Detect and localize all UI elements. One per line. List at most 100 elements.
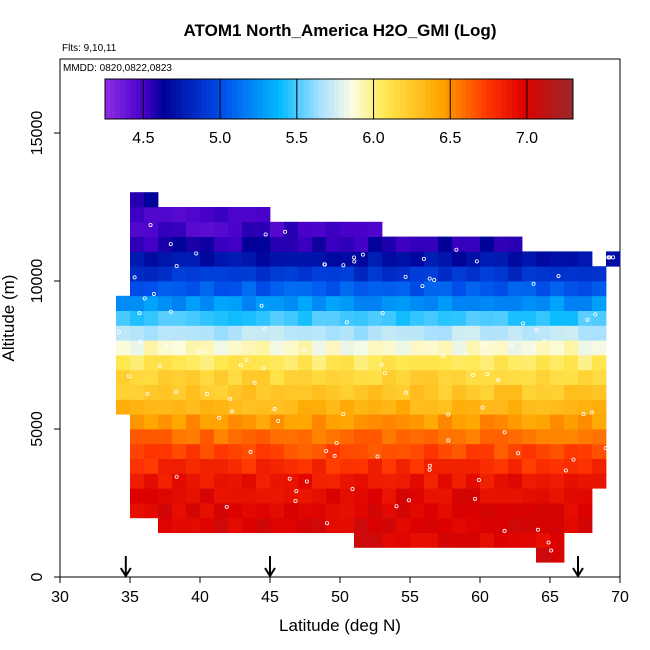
heatmap-cell bbox=[242, 236, 257, 252]
heatmap-cell bbox=[242, 399, 257, 415]
observation-marker bbox=[322, 262, 327, 267]
heatmap-cell bbox=[270, 325, 285, 341]
heatmap-cell bbox=[284, 399, 299, 415]
observation-marker bbox=[470, 373, 475, 378]
heatmap-cell bbox=[172, 473, 187, 489]
heatmap-cell bbox=[522, 517, 537, 533]
heatmap-cell bbox=[228, 517, 243, 533]
observation-marker bbox=[556, 274, 561, 279]
heatmap-cell bbox=[382, 295, 397, 311]
heatmap-cell bbox=[396, 266, 411, 282]
observation-marker bbox=[496, 377, 501, 382]
heatmap-cell bbox=[172, 488, 187, 504]
heatmap-cell bbox=[312, 251, 327, 267]
heatmap-cell bbox=[312, 310, 327, 326]
colorbar-segment bbox=[293, 79, 299, 119]
heatmap-cell bbox=[424, 355, 439, 371]
heatmap-cell bbox=[592, 458, 607, 474]
heatmap-cell bbox=[592, 384, 607, 400]
heatmap-cell bbox=[354, 532, 369, 548]
heatmap-cell bbox=[270, 488, 285, 504]
heatmap-cell bbox=[368, 340, 383, 356]
observation-marker bbox=[252, 380, 257, 385]
heatmap-cell bbox=[284, 473, 299, 489]
heatmap-cell bbox=[326, 295, 341, 311]
colorbar-segment bbox=[476, 79, 482, 119]
heatmap-cell bbox=[508, 384, 523, 400]
heatmap-cell bbox=[354, 384, 369, 400]
heatmap-cell bbox=[536, 281, 551, 297]
heatmap-cell bbox=[256, 369, 271, 385]
heatmap-cell bbox=[466, 325, 481, 341]
colorbar-segment bbox=[486, 79, 493, 119]
observation-marker bbox=[593, 312, 598, 317]
observation-marker bbox=[142, 296, 147, 301]
heatmap-cell bbox=[186, 443, 201, 459]
heatmap-cell bbox=[158, 207, 173, 223]
heatmap-cell bbox=[550, 517, 565, 533]
heatmap-cell bbox=[368, 310, 383, 326]
heatmap-cell bbox=[200, 281, 215, 297]
x-axis: 30 35 40 45 50 55 60 65 70 bbox=[51, 577, 629, 606]
heatmap-cell bbox=[214, 443, 229, 459]
heatmap-cell bbox=[116, 325, 131, 341]
heatmap-cell bbox=[200, 443, 215, 459]
heatmap-cell bbox=[438, 458, 453, 474]
observation-marker bbox=[473, 496, 478, 501]
heatmap-cell bbox=[326, 281, 341, 297]
heatmap-cell bbox=[116, 340, 131, 356]
observation-marker bbox=[380, 311, 385, 316]
heatmap-cell bbox=[410, 443, 425, 459]
heatmap-cell bbox=[326, 517, 341, 533]
heatmap-cell bbox=[214, 340, 229, 356]
heatmap-cell bbox=[172, 414, 187, 430]
heatmap-cell bbox=[466, 399, 481, 415]
heatmap-cell bbox=[144, 340, 159, 356]
colorbar bbox=[104, 78, 574, 120]
heatmap-cell bbox=[186, 340, 201, 356]
heatmap-cell bbox=[172, 266, 187, 282]
heatmap-cell bbox=[130, 488, 145, 504]
heatmap-cell bbox=[186, 355, 201, 371]
heatmap-cell bbox=[424, 310, 439, 326]
observation-marker bbox=[502, 528, 507, 533]
heatmap-cell bbox=[410, 399, 425, 415]
observation-marker bbox=[262, 326, 267, 331]
colorbar-segment bbox=[227, 79, 233, 119]
heatmap-cell bbox=[578, 340, 593, 356]
heatmap-cell bbox=[214, 295, 229, 311]
heatmap-cell bbox=[340, 251, 355, 267]
heatmap-cell bbox=[340, 221, 355, 237]
heatmap-cell bbox=[564, 429, 579, 445]
heatmap-cell bbox=[130, 295, 145, 311]
x-tick-label: 40 bbox=[191, 589, 209, 606]
heatmap-cell bbox=[382, 488, 397, 504]
heatmap-cell bbox=[452, 236, 467, 252]
heatmap-cell bbox=[214, 399, 229, 415]
heatmap-cell bbox=[312, 221, 327, 237]
heatmap-cell bbox=[214, 310, 229, 326]
heatmap-cell bbox=[508, 429, 523, 445]
heatmap-cell bbox=[452, 532, 467, 548]
colorbar-segment bbox=[166, 79, 172, 119]
colorbar-segment bbox=[181, 79, 187, 119]
heatmap-cell bbox=[340, 399, 355, 415]
colorbar-segment bbox=[410, 79, 416, 119]
heatmap-cell bbox=[242, 517, 257, 533]
observation-marker bbox=[603, 446, 608, 451]
colorbar-segment bbox=[318, 79, 325, 119]
heatmap-cell bbox=[424, 517, 439, 533]
heatmap-cell bbox=[228, 399, 243, 415]
heatmap-cell bbox=[466, 251, 481, 267]
heatmap-cell bbox=[396, 281, 411, 297]
heatmap-cell bbox=[564, 340, 579, 356]
heatmap-cell bbox=[200, 266, 215, 282]
heatmap-cell bbox=[466, 532, 481, 548]
heatmap-cell bbox=[200, 429, 215, 445]
heatmap-cell bbox=[354, 266, 369, 282]
heatmap-cell bbox=[536, 414, 551, 430]
heatmap-cell bbox=[340, 488, 355, 504]
heatmap-cell bbox=[508, 325, 523, 341]
heatmap-cell bbox=[284, 281, 299, 297]
heatmap-cell bbox=[298, 236, 313, 252]
